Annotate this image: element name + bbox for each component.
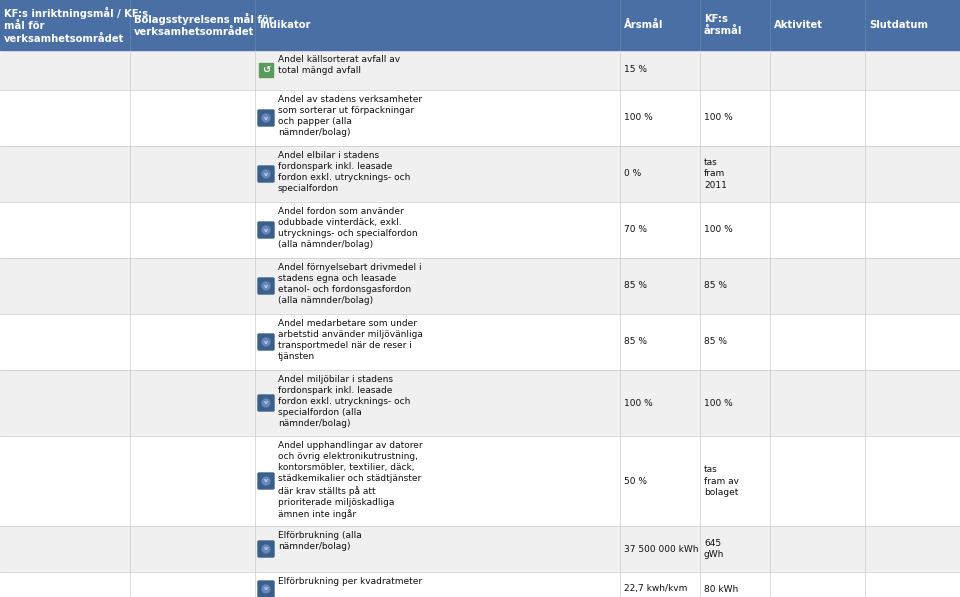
FancyBboxPatch shape [258,110,274,126]
Text: 100 %: 100 % [624,113,653,122]
Text: Andel medarbetare som under
arbetstid använder miljövänliga
transportmedel när d: Andel medarbetare som under arbetstid an… [278,319,422,361]
FancyBboxPatch shape [258,473,274,489]
Bar [259,63,273,77]
Text: ↺: ↺ [262,65,270,75]
Bar [0,0,960,50]
Text: KF:s inriktningsmål / KF:s
mål för
verksamhetsområdet: KF:s inriktningsmål / KF:s mål för verks… [4,7,148,44]
Text: v: v [264,115,268,121]
Bar [0,146,960,202]
Bar [0,202,960,258]
Text: 100 %: 100 % [704,399,732,408]
Text: v: v [264,340,268,344]
Bar [0,90,960,146]
Text: tas
fram
2011: tas fram 2011 [704,158,727,190]
Circle shape [262,338,270,346]
Text: tas
fram av
bolaget: tas fram av bolaget [704,466,739,497]
Text: 70 %: 70 % [624,226,647,235]
Text: Andel av stadens verksamheter
som sorterar ut förpackningar
och papper (alla
näm: Andel av stadens verksamheter som sorter… [278,95,422,137]
Text: 50 %: 50 % [624,476,647,485]
Text: 0 %: 0 % [624,170,641,179]
Text: 80 kWh: 80 kWh [704,584,738,593]
FancyBboxPatch shape [258,581,274,597]
Text: Indikator: Indikator [259,20,310,30]
Circle shape [262,477,270,485]
Circle shape [262,545,270,553]
Text: v: v [264,546,268,552]
Text: Andel fordon som använder
odubbade vinterdäck, exkl.
utrycknings- och specialfor: Andel fordon som använder odubbade vinte… [278,207,418,250]
Text: 22,7 kwh/kvm: 22,7 kwh/kvm [624,584,687,593]
Text: 100 %: 100 % [624,399,653,408]
Text: 15 %: 15 % [624,66,647,75]
Text: 100 %: 100 % [704,113,732,122]
Bar [0,370,960,436]
Text: 85 %: 85 % [624,282,647,291]
FancyBboxPatch shape [258,278,274,294]
Text: Årsmål: Årsmål [624,20,663,30]
Text: 85 %: 85 % [704,282,727,291]
FancyBboxPatch shape [258,222,274,238]
Text: 645
gWh: 645 gWh [704,539,725,559]
Text: Elförbrukning per kvadratmeter: Elförbrukning per kvadratmeter [278,577,422,586]
Text: v: v [264,401,268,405]
Bar [0,258,960,314]
Text: Slutdatum: Slutdatum [869,20,928,30]
Text: Andel elbilar i stadens
fordonspark inkl. leasade
fordon exkl. utrycknings- och
: Andel elbilar i stadens fordonspark inkl… [278,151,410,193]
Bar [0,50,960,90]
Text: v: v [264,227,268,232]
Bar [0,572,960,597]
Text: Andel källsorterat avfall av
total mängd avfall: Andel källsorterat avfall av total mängd… [278,55,400,75]
Bar [0,314,960,370]
Circle shape [262,399,270,407]
FancyBboxPatch shape [258,541,274,557]
Text: 100 %: 100 % [704,226,732,235]
FancyBboxPatch shape [258,395,274,411]
Circle shape [262,170,270,178]
Text: v: v [264,479,268,484]
Text: 85 %: 85 % [624,337,647,346]
Bar [0,526,960,572]
FancyBboxPatch shape [258,166,274,182]
Text: Andel miljöbilar i stadens
fordonspark inkl. leasade
fordon exkl. utrycknings- o: Andel miljöbilar i stadens fordonspark i… [278,375,410,429]
Text: Bolagsstyrelsens mål för
verksamhetsområdet: Bolagsstyrelsens mål för verksamhetsområ… [134,13,274,37]
Circle shape [262,282,270,290]
Circle shape [262,114,270,122]
Text: Aktivitet: Aktivitet [774,20,823,30]
Text: v: v [264,284,268,288]
Circle shape [262,226,270,234]
Text: v: v [264,171,268,177]
Text: Andel upphandlingar av datorer
och övrig elektronikutrustning,
kontorsmöbler, te: Andel upphandlingar av datorer och övrig… [278,441,422,519]
Text: Andel förnyelsebart drivmedel i
stadens egna och leasade
etanol- och fordonsgasf: Andel förnyelsebart drivmedel i stadens … [278,263,421,305]
Bar [0,436,960,526]
Text: v: v [264,586,268,592]
Text: KF:s
årsmål: KF:s årsmål [704,14,742,36]
Text: Elförbrukning (alla
nämnder/bolag): Elförbrukning (alla nämnder/bolag) [278,531,362,551]
Circle shape [262,585,270,593]
Text: 85 %: 85 % [704,337,727,346]
Text: 37 500 000 kWh: 37 500 000 kWh [624,544,699,553]
FancyBboxPatch shape [258,334,274,350]
